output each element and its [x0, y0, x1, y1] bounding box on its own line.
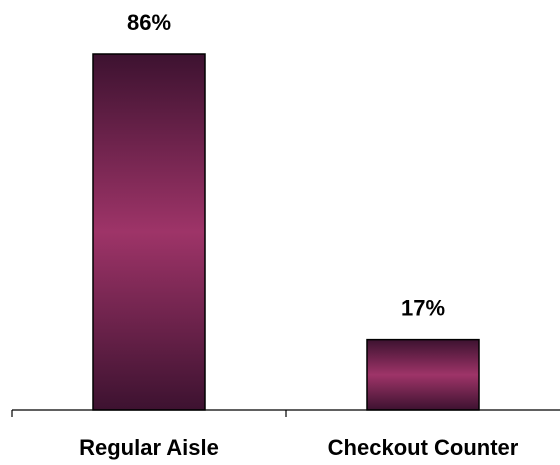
- labels-group: 86% Regular Aisle 17% Checkout Counter: [79, 10, 519, 460]
- x-axis: [11, 409, 560, 417]
- bars-group: [92, 53, 480, 411]
- bar-regular-aisle: [92, 53, 206, 411]
- x-tick-label-checkout-counter: Checkout Counter: [328, 435, 519, 460]
- data-label-checkout-counter: 17%: [401, 296, 445, 321]
- x-tick-label-regular-aisle: Regular Aisle: [79, 435, 219, 460]
- bar-checkout-counter: [366, 338, 480, 411]
- data-label-regular-aisle: 86%: [127, 10, 171, 35]
